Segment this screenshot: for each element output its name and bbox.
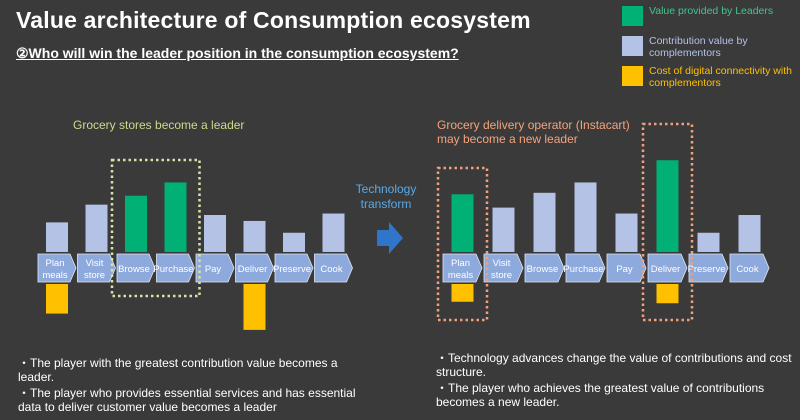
left-bar-complementor-plan-meals [46, 222, 68, 252]
legend-swatch-leader [622, 6, 643, 26]
left-step-preserve [274, 253, 314, 283]
left-step-purchase [156, 253, 195, 283]
page-title: Value architecture of Consumption ecosys… [16, 7, 531, 33]
left-step-label-plan-meals: meals [42, 270, 68, 281]
right-step-browse [524, 253, 565, 283]
left-bar-complementor-cook [322, 213, 345, 252]
right-step-label-deliver: Deliver [651, 264, 681, 275]
left-step-plan-meals [37, 253, 77, 283]
left-bar-complementor-visit-store [85, 204, 108, 252]
right-step-cook [729, 253, 770, 283]
legend-label-leader: Value provided by Leaders [649, 5, 774, 17]
left-note-2: ・The player who provides essential servi… [18, 386, 356, 414]
left-step-label-preserve: Preserve [273, 264, 311, 275]
left-step-browse [116, 253, 156, 283]
left-bar-cost-plan-meals [46, 284, 68, 314]
left-step-cook [314, 253, 353, 283]
right-bar-cost-plan-meals [451, 284, 474, 302]
right-step-label-plan-meals: Plan [451, 258, 470, 269]
legend-item-cost: Cost of digital connectivity with comple… [622, 65, 800, 96]
left-bar-complementor-deliver [243, 220, 266, 252]
right-step-label-browse: Browse [527, 264, 559, 275]
left-step-label-cook: Cook [320, 264, 342, 275]
legend-label-complementor: Contribution value by complementors [649, 35, 748, 59]
legend-label-cost: Cost of digital connectivity with comple… [649, 65, 792, 89]
right-note-1: ・Technology advances change the value of… [436, 351, 792, 379]
right-step-label-purchase: Purchase [563, 264, 603, 275]
left-step-deliver [235, 253, 274, 283]
right-step-label-visit-store: store [491, 270, 512, 281]
legend-item-complementor: Contribution value by complementors [622, 35, 800, 66]
right-step-label-cook: Cook [736, 264, 758, 275]
left-leader-frame-browse [110, 158, 201, 298]
right-bar-complementor-visit-store [492, 207, 515, 252]
left-step-label-pay: Pay [205, 264, 222, 275]
right-step-preserve [688, 253, 729, 283]
right-step-label-preserve: Preserve [687, 264, 725, 275]
right-step-label-plan-meals: meals [448, 270, 474, 281]
right-notes: ・Technology advances change the value of… [436, 351, 798, 411]
left-step-label-visit-store: store [84, 270, 105, 281]
right-bar-complementor-browse [533, 192, 556, 252]
right-step-purchase [565, 253, 606, 283]
left-note-1: ・The player with the greatest contributi… [18, 356, 338, 384]
transform-arrow-icon [377, 222, 403, 254]
legend: Value provided by Leaders Contribution v… [622, 5, 800, 96]
right-step-plan-meals [442, 253, 483, 283]
right-bar-complementor-cook [738, 215, 761, 252]
right-note-2: ・The player who achieves the greatest va… [436, 381, 765, 409]
right-leader-frame-deliver [641, 122, 694, 322]
technology-transform-label: Technology transform [355, 182, 417, 211]
left-bar-complementor-pay [204, 215, 226, 252]
legend-swatch-cost [622, 66, 643, 86]
left-bar-complementor-preserve [283, 232, 305, 252]
right-bar-complementor-pay [615, 213, 638, 252]
right-bar-leader-deliver [656, 160, 679, 252]
right-leader-frame-plan-meals [436, 166, 489, 322]
right-bar-leader-plan-meals [451, 194, 474, 252]
page-subtitle: ②Who will win the leader position in the… [16, 45, 459, 61]
right-step-label-pay: Pay [616, 264, 633, 275]
right-step-visit-store [483, 253, 524, 283]
right-step-pay [606, 253, 647, 283]
left-caption: Grocery stores become a leader [73, 118, 245, 132]
left-step-label-visit-store: Visit [86, 258, 104, 269]
right-step-label-visit-store: Visit [493, 258, 511, 269]
left-bar-leader-purchase [164, 182, 187, 252]
right-bar-cost-deliver [656, 284, 679, 304]
right-bar-complementor-purchase [574, 182, 597, 252]
right-bar-complementor-preserve [697, 232, 720, 252]
right-step-deliver [647, 253, 688, 283]
right-caption: Grocery delivery operator (Instacart) ma… [437, 118, 630, 146]
legend-swatch-complementor [622, 36, 643, 56]
legend-item-leader: Value provided by Leaders [622, 5, 800, 36]
left-step-label-purchase: Purchase [153, 264, 193, 275]
left-bar-cost-deliver [243, 284, 266, 330]
left-notes: ・The player with the greatest contributi… [18, 356, 373, 416]
left-bar-leader-browse [125, 195, 147, 252]
left-step-pay [195, 253, 235, 283]
left-step-label-browse: Browse [118, 264, 150, 275]
left-step-label-plan-meals: Plan [45, 258, 64, 269]
left-step-label-deliver: Deliver [238, 264, 268, 275]
